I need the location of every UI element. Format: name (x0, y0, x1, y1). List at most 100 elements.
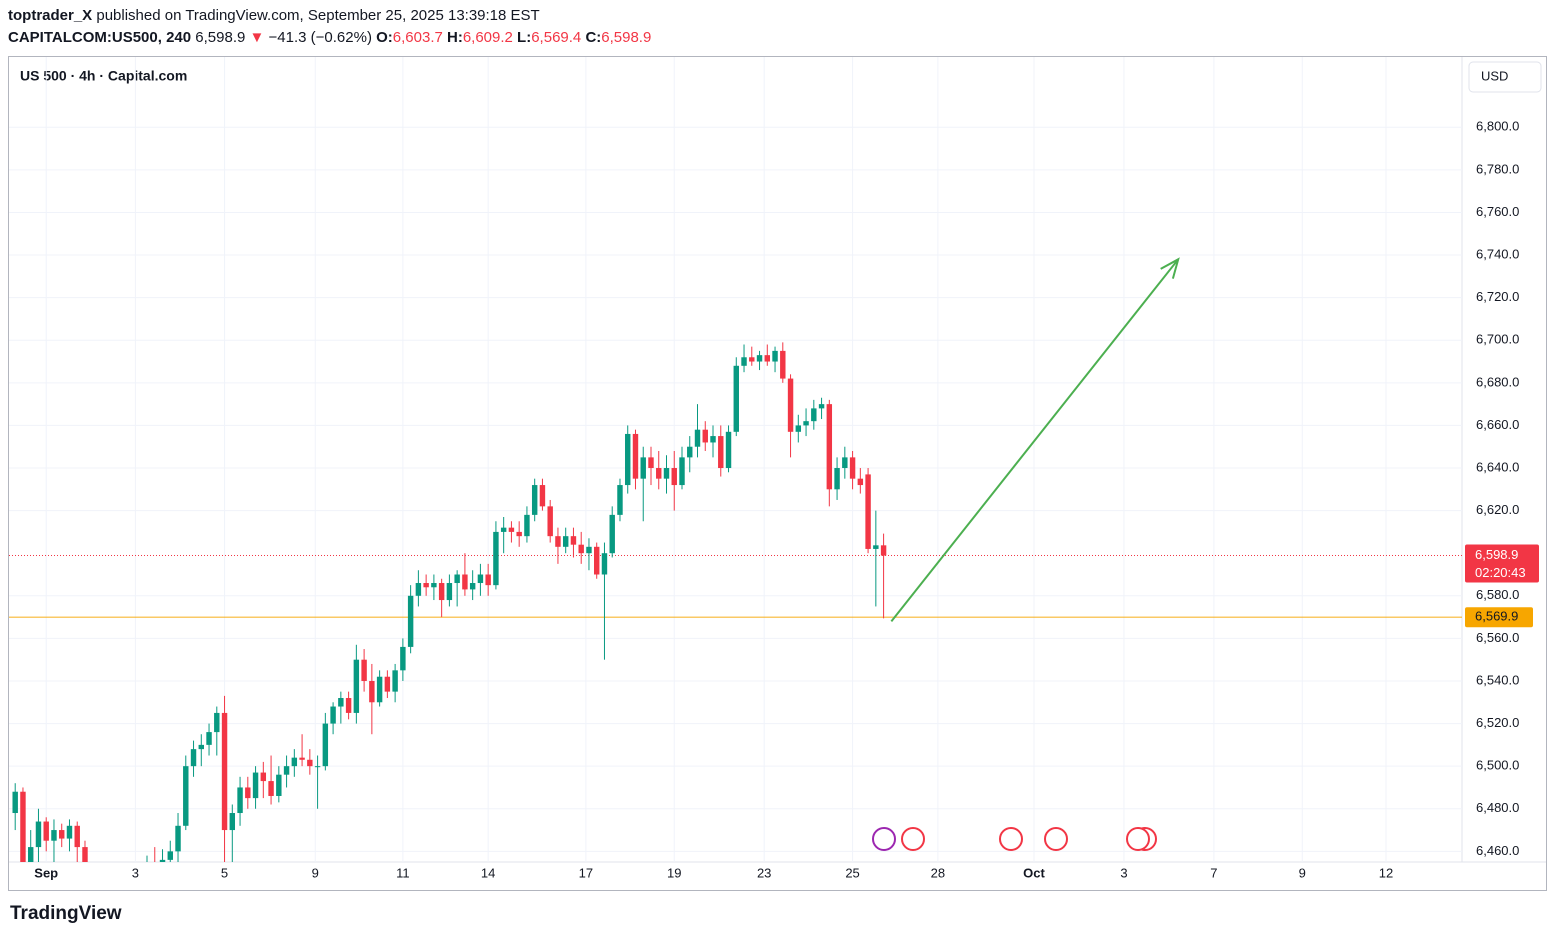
x-tick-label: 12 (1379, 865, 1393, 880)
currency[interactable]: USD (1481, 68, 1508, 83)
y-tick-label: 6,740.0 (1476, 246, 1519, 261)
close: 6,598.9 (195, 29, 245, 46)
event-icon[interactable] (901, 827, 925, 851)
candle-body (322, 723, 329, 767)
plot (9, 257, 1462, 903)
candle-body (237, 787, 243, 814)
x-tick-label: 14 (481, 865, 495, 880)
candle-body (842, 457, 848, 469)
candle-body (749, 357, 755, 362)
level-box (1465, 607, 1533, 628)
y-tick-label: 6,720.0 (1476, 289, 1519, 304)
candle-body (593, 546, 600, 575)
candle-body (803, 421, 809, 426)
candle-body (462, 574, 468, 590)
y-tick-label: 6,760.0 (1476, 204, 1519, 219)
event-icon[interactable] (1044, 827, 1068, 851)
candle-body (694, 429, 701, 447)
y-tick-label: 6,780.0 (1476, 161, 1519, 176)
candle-body (353, 659, 360, 713)
candle-body (129, 885, 134, 902)
candle-body (710, 436, 716, 443)
trend-arrow (890, 258, 1180, 622)
event-icon[interactable] (999, 827, 1023, 851)
candle-body (121, 890, 126, 903)
candle-body (214, 712, 220, 733)
candle-body (438, 583, 445, 601)
published: published on TradingView.com, September … (96, 7, 539, 24)
candle-body (159, 859, 166, 862)
candle-body (229, 813, 236, 831)
candle-body (268, 781, 274, 796)
candle-body (245, 787, 251, 799)
candle-body (137, 885, 142, 894)
candle-body (330, 706, 336, 724)
candle-body (671, 468, 677, 486)
event-icon[interactable] (872, 827, 896, 851)
chart-frame (8, 56, 1547, 891)
candle-body (865, 474, 871, 549)
candle-body (818, 404, 825, 409)
ohlc-key: H: (447, 29, 463, 46)
header-line: toptrader_X published on TradingView.com… (8, 7, 540, 24)
level-label: 6,569.9 (1475, 609, 1518, 624)
candle-body (811, 408, 817, 422)
candle-body (795, 425, 802, 432)
candle-body (849, 457, 856, 479)
candle-body (555, 536, 561, 547)
x-tick-label: 19 (667, 865, 681, 880)
chart-title: US 500 · 4h · Capital.com (20, 68, 187, 84)
arrow-head (1160, 257, 1180, 279)
countdown: 02:20:43 (1475, 565, 1526, 580)
candle-body (687, 446, 693, 458)
candle-body (27, 847, 34, 862)
candle-body (857, 478, 864, 486)
candle-body (35, 821, 42, 848)
x-tick-label: Oct (1023, 865, 1045, 880)
candle-body (485, 574, 491, 586)
candle-body (826, 404, 833, 490)
candle-body (338, 698, 344, 707)
candle-body (82, 847, 88, 862)
y-tick-label: 6,580.0 (1476, 587, 1519, 602)
x-tick-label: 7 (1210, 865, 1217, 880)
x-tick-label: 25 (845, 865, 859, 880)
y-tick-label: 6,660.0 (1476, 417, 1519, 432)
x-tick-label: 9 (312, 865, 319, 880)
candle-body (493, 531, 499, 586)
candle-body (586, 546, 592, 554)
candle-body (718, 436, 724, 469)
candle-body (663, 468, 670, 479)
last-price-label: 6,598.9 (1475, 547, 1518, 562)
candle-body (12, 791, 18, 814)
candle-body (601, 553, 608, 575)
candle-body (369, 680, 375, 703)
candle-body (152, 868, 157, 872)
candle-body (431, 583, 437, 588)
y-tick-label: 6,620.0 (1476, 502, 1519, 517)
x-tick-label: 11 (396, 865, 410, 880)
change: −41.3 (−0.62%) (269, 29, 372, 46)
candle-body (570, 536, 577, 545)
candle-body (787, 378, 794, 432)
event-icon[interactable] (1126, 827, 1150, 851)
y-tick-label: 6,800.0 (1476, 119, 1519, 134)
candle-body (307, 759, 313, 767)
candle-body (376, 676, 383, 703)
candle-body (446, 583, 453, 601)
candle-body (407, 595, 414, 647)
candle-body (873, 545, 879, 549)
candle-body (190, 749, 197, 767)
candle-body (276, 774, 282, 796)
currency-button[interactable] (1468, 61, 1542, 93)
candle-body (59, 830, 65, 839)
x-tick-label: 5 (221, 865, 228, 880)
candle-body (780, 350, 786, 379)
x-tick-label: Sep (34, 865, 58, 880)
candle-body (679, 457, 685, 486)
candle-body (578, 544, 584, 554)
candle-body (361, 659, 367, 681)
logo: TradingView (10, 903, 122, 924)
y-tick-label: 6,560.0 (1476, 630, 1519, 645)
